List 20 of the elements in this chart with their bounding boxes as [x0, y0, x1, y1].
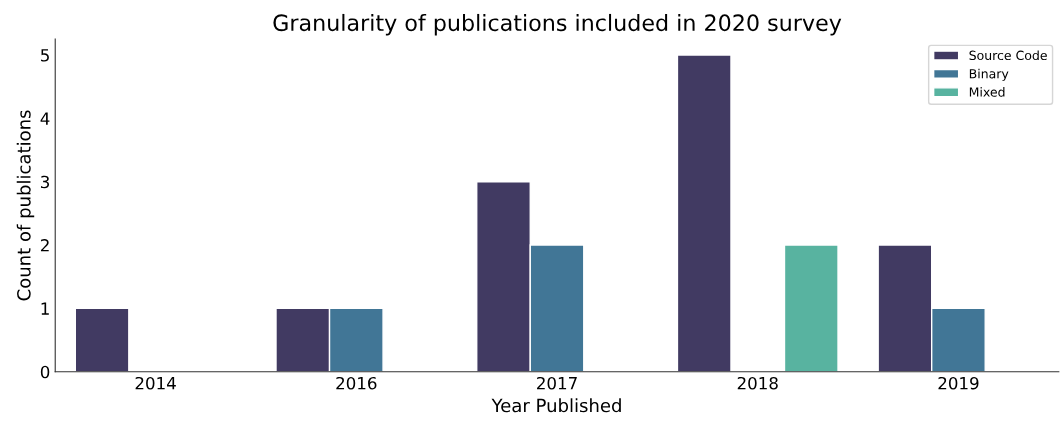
y-tick-label: 1: [41, 302, 49, 315]
x-axis-title: Year Published: [491, 398, 621, 413]
y-tick-label: 0: [40, 365, 50, 379]
y-axis-title: Count of publications: [16, 110, 35, 301]
x-tick-label: 2016: [336, 376, 377, 390]
bar: [783, 244, 839, 372]
x-tick-label: 2019: [938, 376, 979, 390]
x-tick-label: 2018: [737, 376, 778, 390]
bar: [74, 307, 130, 372]
y-tick-label: 2: [40, 239, 49, 252]
legend-label: Source Code: [969, 50, 1047, 61]
legend-label: Binary: [969, 68, 1009, 81]
x-tick-label: 2017: [537, 376, 577, 390]
bar: [676, 54, 732, 372]
x-tick-label: 2014: [135, 376, 176, 390]
legend-label: Mixed: [969, 87, 1005, 97]
y-tick-label: 5: [41, 49, 49, 62]
y-tick-label: 4: [40, 112, 50, 125]
chart-title: Granularity of publications included in 2020 survey: [273, 13, 842, 36]
y-tick-label: 3: [41, 175, 50, 189]
